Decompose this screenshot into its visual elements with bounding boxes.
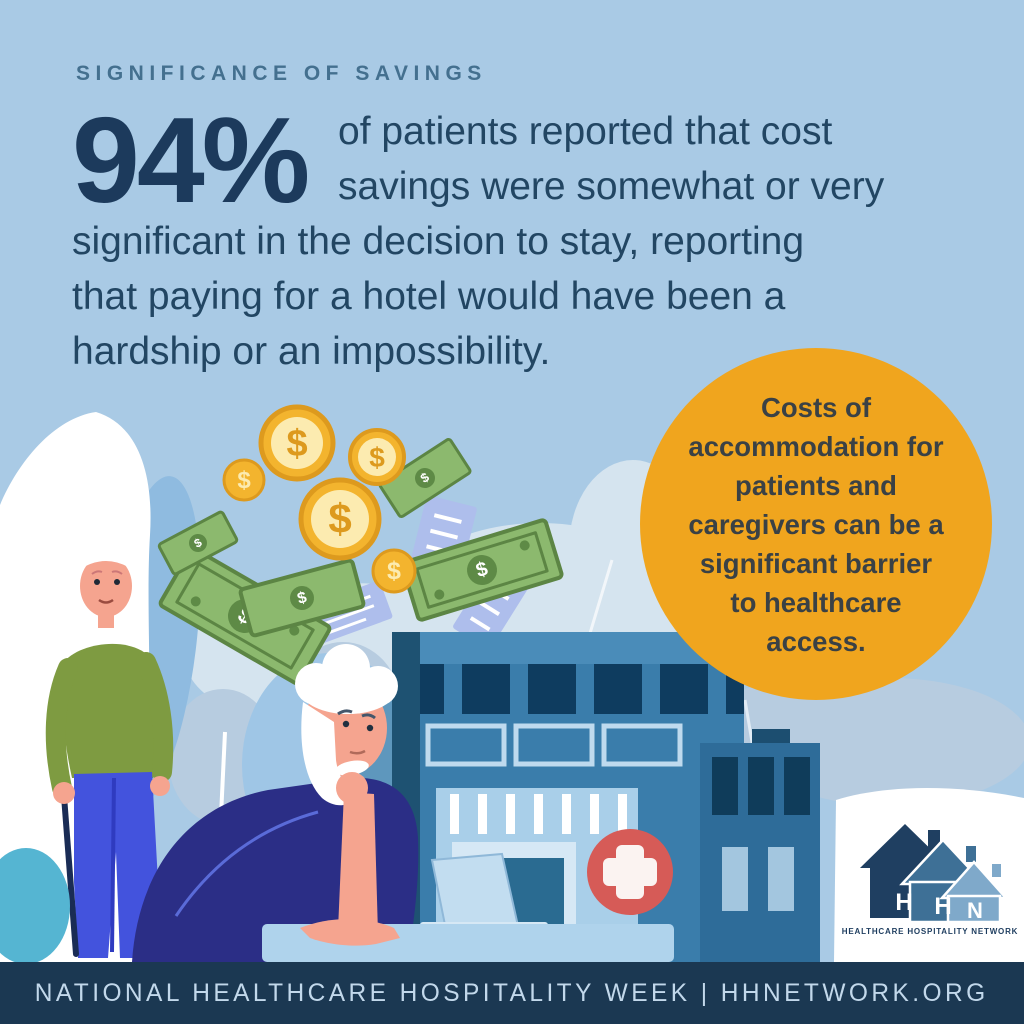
stat-description-line: hardship or an impossibility.: [72, 330, 551, 373]
grandmother-figure: [45, 523, 174, 958]
svg-text:$: $: [286, 423, 307, 465]
eyebrow-heading: SIGNIFICANCE OF SAVINGS: [76, 62, 487, 85]
hospital-entrance-slats: [450, 794, 627, 834]
footer-bar: NATIONAL HEALTHCARE HOSPITALITY WEEK | H…: [0, 962, 1024, 1024]
callout-text: Costs of accommodation for patients and …: [688, 391, 944, 657]
stat-value: 94%: [72, 92, 310, 228]
svg-text:$: $: [296, 589, 309, 608]
coin-icon: $ $ $ $ $: [222, 404, 417, 594]
logo-letter: H: [934, 893, 951, 920]
svg-text:$: $: [387, 557, 401, 585]
callout-bubble: Costs of accommodation for patients and …: [640, 348, 992, 700]
logo-caption: HEALTHCARE HOSPITALITY NETWORK: [841, 927, 1019, 936]
falling-money-illustration: $ $ $ $: [157, 404, 564, 686]
hhn-houses-icon: H H N: [860, 824, 1009, 924]
stat-description-line: of patients reported that cost: [338, 110, 833, 153]
footer-text: NATIONAL HEALTHCARE HOSPITALITY WEEK | H…: [35, 978, 989, 1007]
svg-text:$: $: [237, 467, 251, 494]
teal-blob: [0, 848, 70, 964]
house-icon: [939, 860, 1009, 924]
grandfather-arms: [300, 772, 400, 946]
medical-cross-icon: [587, 829, 673, 915]
logo-letter: H: [895, 889, 912, 916]
hhn-logo: H H N HEALTHCARE HOSPITALITY NETWORK: [842, 806, 1018, 958]
hospital-outline-windows: [425, 723, 683, 767]
stat-description-line: that paying for a hotel would have been …: [72, 275, 786, 318]
dollar-bill-icon: $ $ $ $: [157, 438, 564, 686]
logo-letter: N: [967, 898, 983, 923]
svg-text:$: $: [369, 442, 385, 473]
stat-description-line: significant in the decision to stay, rep…: [72, 220, 805, 263]
stat-description-line: savings were somewhat or very: [338, 165, 885, 208]
hospital-annex-building: [700, 729, 820, 962]
svg-text:$: $: [328, 495, 351, 542]
statistic-block: 94% of patients reported that cost savin…: [72, 92, 978, 379]
